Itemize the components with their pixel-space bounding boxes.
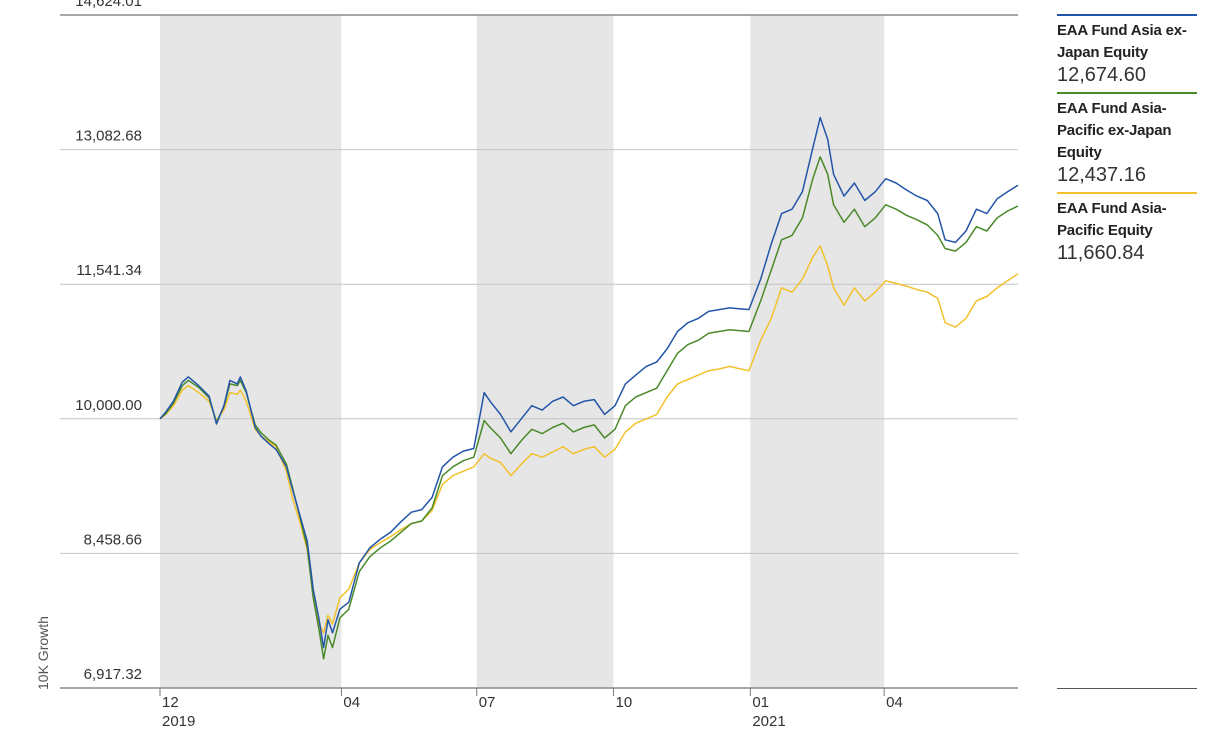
legend-series-name: EAA Fund Asia-Pacific Equity [1057,200,1167,239]
series-line [159,156,1019,660]
legend-entry: EAA Fund Asia-Pacific Equity 11,660.84 [1057,192,1197,264]
shaded-band [476,15,614,688]
gridlines [60,14,1018,689]
series-lines [159,116,1019,660]
y-tick-label: 13,082.68 [75,128,142,145]
x-tick-label: 07 [479,694,496,711]
shaded-band [750,15,885,688]
legend-series-value: 12,437.16 [1057,164,1146,186]
x-tick-label: 04 [886,694,903,711]
y-axis-tick-labels: 14,624.01 13,082.68 11,541.34 10,000.00 8,45… [75,0,142,683]
legend-series-name: EAA Fund Asia ex-Japan Equity [1057,22,1187,61]
x-tick-label: 12 [162,694,179,711]
x-tick-year-label: 2019 [162,713,195,730]
y-tick-label: 14,624.01 [75,0,142,10]
series-line [159,116,1019,649]
shaded-band [160,15,342,688]
x-tick-label: 01 [752,694,769,711]
legend-series-value: 12,674.60 [1057,64,1146,86]
legend-series-name: EAA Fund Asia-Pacific ex-Japan Equity [1057,100,1172,161]
y-tick-label: 11,541.34 [76,262,142,279]
x-tick-label: 04 [343,694,360,711]
legend-series-value: 11,660.84 [1057,242,1145,264]
y-tick-label: 10,000.00 [75,397,142,414]
legend-entry: EAA Fund Asia-Pacific ex-Japan Equity 12,… [1057,92,1197,186]
x-tick-label: 10 [616,694,633,711]
y-tick-label: 8,458.66 [84,531,142,548]
shaded-quarter-bands [160,15,885,688]
series-line [159,245,1019,634]
legend-bottom-rule [1057,688,1197,689]
x-tick-year-label: 2021 [752,713,785,730]
legend-entry: EAA Fund Asia ex-Japan Equity 12,674.60 [1057,14,1197,86]
x-axis-tick-labels: 12 2019 04 07 10 01 2021 04 [159,688,903,730]
y-axis-label: 10K Growth [35,616,51,690]
y-tick-label: 6,917.32 [84,666,142,683]
legend: EAA Fund Asia ex-Japan Equity 12,674.60 EA… [1057,14,1197,270]
